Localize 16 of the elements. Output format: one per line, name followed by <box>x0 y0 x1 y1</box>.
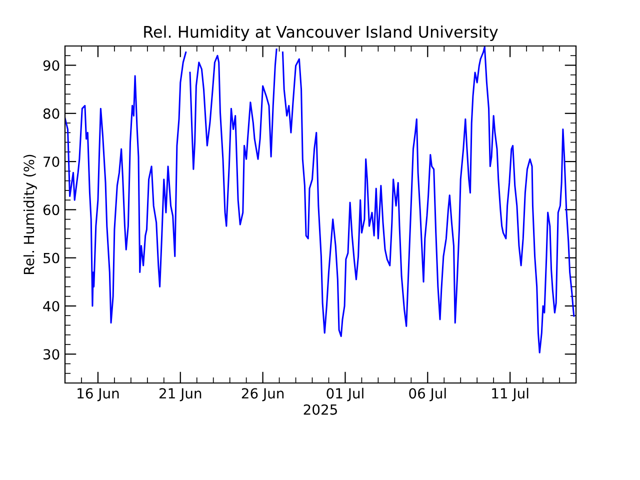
y-tick-label: 90 <box>43 60 60 71</box>
x-tick-label: 06 Jul <box>409 388 446 402</box>
x-tick-label: 26 Jun <box>242 388 284 402</box>
y-tick-label: 50 <box>44 252 60 264</box>
x-tick-label: 11 Jul <box>492 388 528 402</box>
y-tick-label: 80 <box>43 108 60 119</box>
x-tick-label: 21 Jun <box>160 388 202 402</box>
y-tick-label: 30 <box>44 349 60 360</box>
y-tick-label: 70 <box>44 156 60 168</box>
x-tick-label: 01 Jul <box>326 388 364 402</box>
x-axis-title: 2025 <box>304 404 337 415</box>
y-tick-label: 60 <box>43 204 60 216</box>
x-tick-label: 16 Jun <box>78 388 119 402</box>
y-axis-title: Rel. Humidity (%) <box>23 154 37 274</box>
chart-title: Rel. Humidity at Vancouver Island University <box>144 26 498 41</box>
y-tick-label: 40 <box>43 300 60 312</box>
